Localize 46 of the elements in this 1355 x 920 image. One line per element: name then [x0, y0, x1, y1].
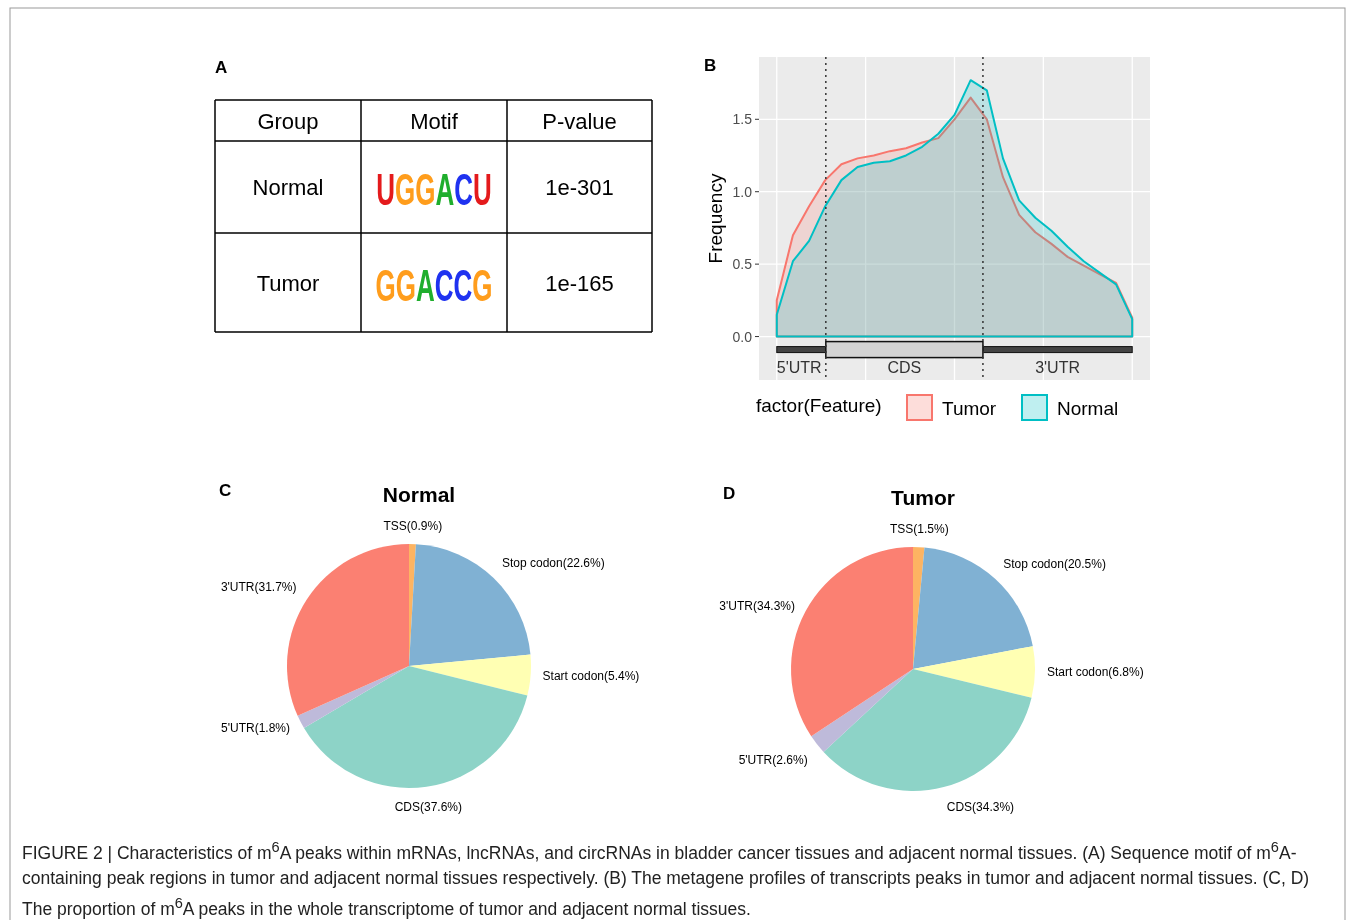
y-tick-label: 1.0 — [732, 183, 753, 200]
text: Tumor — [256, 270, 320, 296]
chart-title: Normal — [382, 483, 456, 506]
text: C — [219, 481, 232, 500]
pie-slice — [823, 669, 1032, 791]
slice-label: TSS(0.9%) — [383, 519, 443, 534]
annotation: 3'UTR — [1035, 358, 1080, 376]
slice-label: Stop codon(22.6%) — [501, 556, 605, 571]
text: Motif — [410, 108, 459, 134]
y-tick-label: 1.5 — [732, 111, 753, 128]
slice-label: CDS(34.3%) — [946, 799, 1015, 814]
pie-slice — [913, 646, 1035, 698]
slice-label: Start codon(5.4%) — [542, 669, 640, 684]
slice-label: Stop codon(20.5%) — [1003, 556, 1106, 571]
slice-label: 3'UTR(34.3%) — [719, 598, 795, 613]
text: Normal — [252, 175, 324, 200]
y-axis-title: Frequency — [705, 173, 726, 264]
text: 1e-165 — [545, 270, 614, 296]
annotation: CDS — [887, 358, 922, 376]
y-tick-label: 0.0 — [732, 328, 753, 345]
slice-label: TSS(1.5%) — [889, 522, 949, 537]
legend-label: Tumor — [942, 398, 997, 419]
pie-slice — [409, 654, 531, 696]
text: FIGURE 2 | Characteristics of m$^{6}$A peaks within mRNAs, lncRNAs, and circRNAs in bladder cancer tissues and adjacent normal tissues. (A) Sequence motif of m$^{6}$A-containing peak regions in tumor and adjacent normal tissues respectively. (B) The metagene profiles of transcripts peaks in tumor and adjacent normal tissues. (C, D) The proportion of m$^{6}$A peaks in the whole transcriptome of tumor and adjacent normal tissues. — [22, 839, 1310, 919]
slice-label: Start codon(6.8%) — [1046, 665, 1144, 680]
pie-slice — [913, 547, 1033, 669]
legend-title: factor(Feature) — [756, 395, 882, 416]
text: Group — [257, 108, 319, 134]
text: GGACCG — [375, 260, 493, 311]
y-tick-label: 0.5 — [732, 256, 753, 273]
text: P-value — [542, 108, 617, 134]
slice-label: 3'UTR(31.7%) — [220, 580, 297, 595]
text: UGGACU — [376, 164, 492, 215]
slice-label: CDS(37.6%) — [394, 799, 462, 814]
pie-slice — [409, 544, 531, 666]
text: B — [704, 56, 717, 75]
slice-label: 5'UTR(1.8%) — [221, 720, 290, 735]
text: D — [723, 484, 736, 503]
slice-label: 5'UTR(2.6%) — [738, 752, 808, 767]
pie-slice — [303, 666, 528, 788]
chart-title: Tumor — [891, 486, 955, 509]
pie-slice — [811, 669, 913, 752]
annotation: 5'UTR — [776, 358, 822, 376]
text: A — [215, 58, 228, 77]
text: 1e-301 — [545, 175, 614, 200]
legend-label: Normal — [1057, 398, 1119, 419]
